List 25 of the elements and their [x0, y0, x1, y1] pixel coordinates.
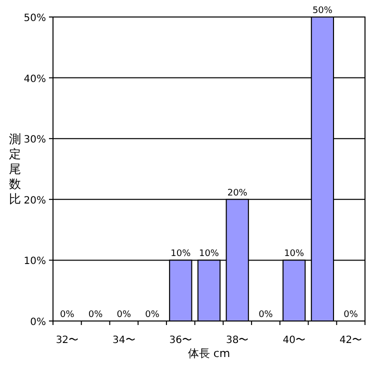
data-label: 20% — [227, 188, 248, 198]
data-label: 10% — [170, 249, 192, 260]
y-axis-title: 測定尾数比 — [9, 132, 21, 206]
data-label: 0% — [88, 310, 104, 320]
y-tick-label: 50% — [24, 13, 46, 24]
data-label: 0% — [258, 310, 274, 320]
x-tick-label: 38〜 — [226, 335, 249, 346]
y-tick-label: 0% — [30, 317, 46, 328]
data-label: 0% — [344, 310, 358, 320]
y-tick-label: 20% — [24, 195, 46, 206]
y-tick-label: 40% — [24, 74, 46, 85]
data-label: 10% — [198, 249, 220, 260]
y-tick-label: 10% — [24, 256, 46, 268]
x-tick-label: 34〜 — [112, 335, 136, 346]
data-label: 50% — [312, 6, 333, 16]
x-tick-label: 36〜 — [169, 335, 192, 346]
x-axis-title: 体長 cm — [188, 347, 230, 360]
data-label: 0% — [116, 310, 132, 320]
data-label: 10% — [284, 249, 305, 260]
data-label: 0% — [60, 310, 75, 320]
y-tick-label: 30% — [24, 134, 46, 146]
x-tick-label: 40〜 — [282, 335, 306, 346]
x-tick-label: 32〜 — [56, 335, 79, 346]
x-tick-label: 42〜 — [339, 335, 362, 346]
data-label: 0% — [145, 310, 160, 320]
